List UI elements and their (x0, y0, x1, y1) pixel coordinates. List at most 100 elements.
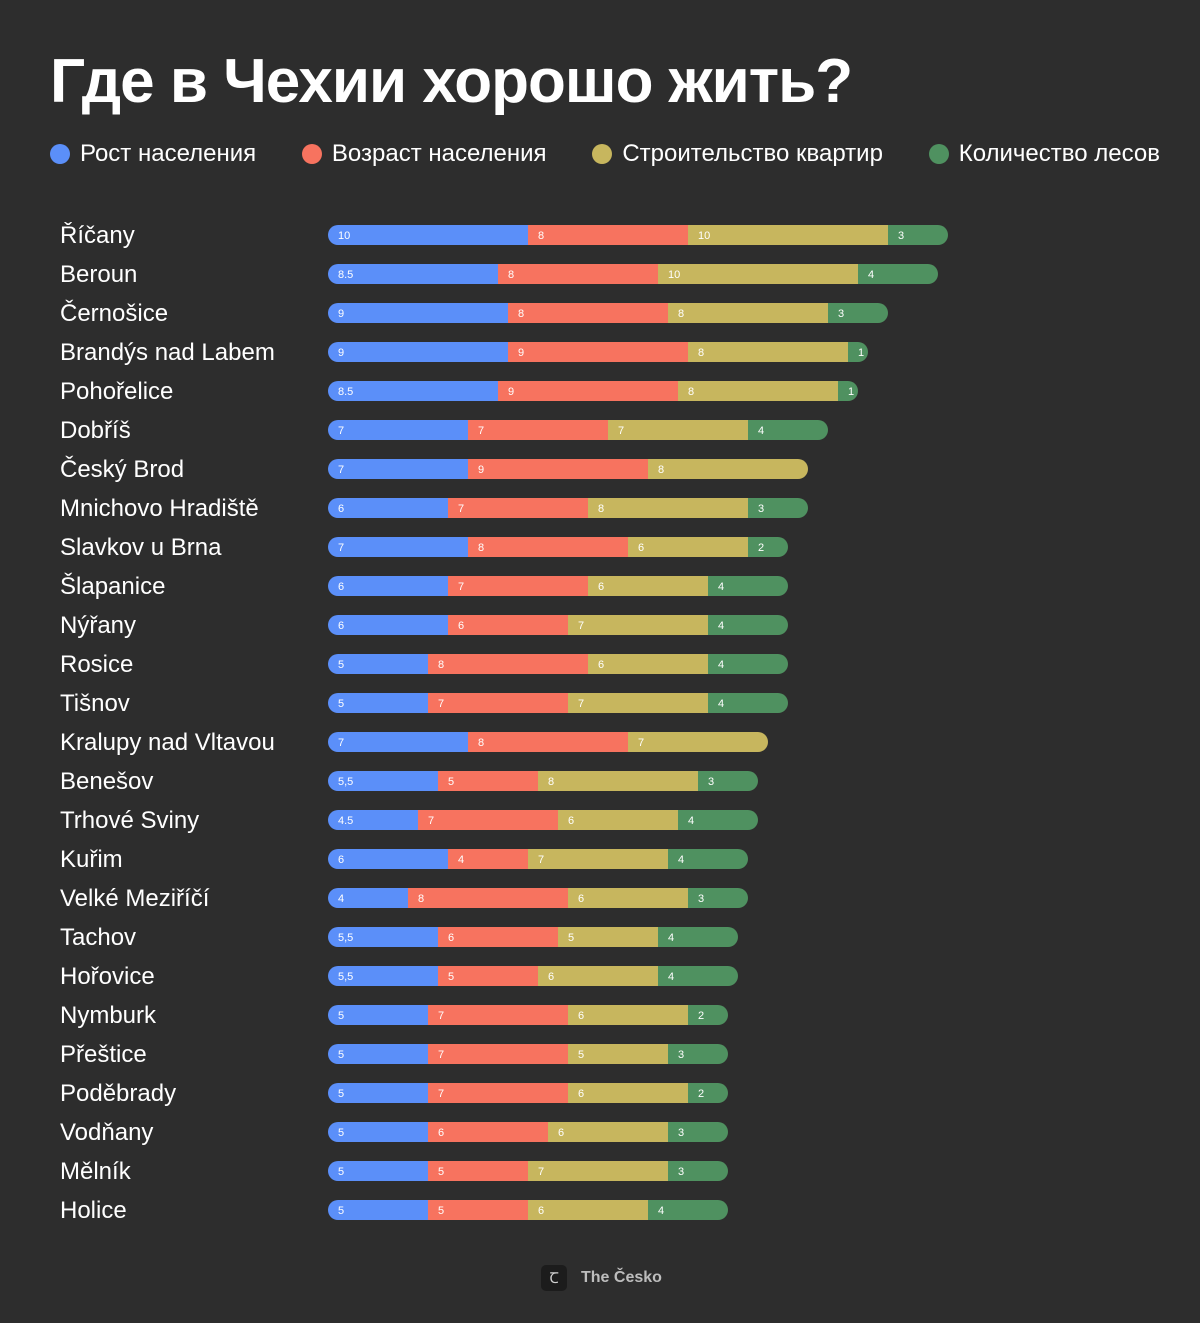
legend-label: Количество лесов (958, 140, 1160, 167)
bar-row: Nýřany 6 6 7 4 (60, 612, 788, 639)
bar-segment (328, 966, 438, 986)
bar-segment (328, 1005, 428, 1025)
category-label: Mělník (60, 1158, 132, 1185)
data-label: 7 (458, 503, 464, 515)
bar-segment (528, 1200, 648, 1220)
bar-segment (468, 537, 628, 557)
data-label: 6 (338, 854, 344, 866)
category-label: Trhové Sviny (60, 807, 199, 834)
data-label: 9 (508, 386, 514, 398)
data-label: 8 (598, 503, 604, 515)
bar-row: Trhové Sviny 4.5 7 6 4 (60, 807, 758, 834)
bar-segment (468, 420, 608, 440)
bar-segment (678, 810, 758, 830)
data-label: 5,5 (338, 971, 353, 983)
bar-segment (498, 264, 658, 284)
data-label: 8 (678, 308, 684, 320)
data-label: 6 (338, 581, 344, 593)
category-label: Dobříš (60, 417, 131, 444)
bar-segment (658, 966, 738, 986)
data-label: 10 (668, 269, 680, 281)
legend-label: Рост населения (80, 140, 257, 167)
bar-segment (328, 225, 528, 245)
page-title: Где в Чехии хорошо жить? (50, 47, 853, 116)
category-label: Brandýs nad Labem (60, 339, 275, 366)
bar-segment (628, 732, 768, 752)
data-label: 6 (438, 1127, 444, 1139)
category-label: Říčany (60, 222, 135, 249)
bar-segment (328, 771, 438, 791)
data-label: 5 (438, 1166, 444, 1178)
bar-segment (328, 849, 448, 869)
data-label: 8 (688, 386, 694, 398)
bar-row: Beroun 8.5 8 10 4 (60, 261, 938, 288)
data-label: 8 (548, 776, 554, 788)
bar-segment (888, 225, 948, 245)
bar-segment (688, 888, 748, 908)
bar-segment (708, 654, 788, 674)
bar-segment (558, 810, 678, 830)
data-label: 5 (568, 932, 574, 944)
data-label: 7 (338, 464, 344, 476)
bar-row: Šlapanice 6 7 6 4 (60, 572, 788, 600)
data-label: 4.5 (338, 815, 353, 827)
bar-row: Kuřim 6 4 7 4 (60, 846, 748, 873)
bar-segment (328, 459, 468, 479)
bar-segment (448, 849, 528, 869)
data-label: 7 (618, 425, 624, 437)
data-label: 5 (338, 1088, 344, 1100)
data-label: 6 (338, 620, 344, 632)
bar-segment (748, 420, 828, 440)
bar-row: Hořovice 5,5 5 6 4 (60, 963, 738, 990)
bar-segment (568, 1083, 688, 1103)
legend-dot-icon (50, 144, 70, 164)
bar-row: Slavkov u Brna 7 8 6 2 (60, 534, 788, 561)
bar-segment (418, 810, 558, 830)
bar-segment (428, 1161, 528, 1181)
data-label: 6 (558, 1127, 564, 1139)
bar-segment (568, 1044, 668, 1064)
bar-segment (558, 927, 658, 947)
data-label: 6 (568, 815, 574, 827)
bar-segment (858, 264, 938, 284)
data-label: 4 (458, 854, 464, 866)
bar-segment (588, 654, 708, 674)
bar-row: Nymburk 5 7 6 2 (60, 1002, 728, 1029)
legend-label: Строительство квартир (622, 140, 883, 167)
bar-segment (498, 381, 678, 401)
data-label: 6 (578, 1088, 584, 1100)
bar-segment (328, 303, 508, 323)
bar-segment (588, 498, 748, 518)
data-label: 6 (638, 542, 644, 554)
bar-segment (508, 303, 668, 323)
data-label: 9 (338, 308, 344, 320)
bar-segment (328, 888, 408, 908)
data-label: 1 (858, 347, 864, 359)
bar-segment (748, 498, 808, 518)
bar-segment (688, 1083, 728, 1103)
bar-segment (538, 771, 698, 791)
legend-item-housing-construction: Строительство квартир (592, 140, 883, 168)
data-label: 4 (668, 932, 674, 944)
data-label: 8 (438, 659, 444, 671)
category-label: Poděbrady (60, 1080, 176, 1107)
data-label: 4 (718, 659, 724, 671)
bar-segment (668, 849, 748, 869)
bar-segment (678, 381, 838, 401)
data-label: 8.5 (338, 269, 353, 281)
bar-row: Černošice 9 8 8 3 (60, 299, 888, 327)
bar-segment (688, 225, 888, 245)
data-label: 8 (518, 308, 524, 320)
data-label: 2 (758, 542, 764, 554)
bar-segment (568, 1005, 688, 1025)
category-label: Kralupy nad Vltavou (60, 729, 275, 756)
data-label: 3 (678, 1127, 684, 1139)
data-label: 7 (438, 1049, 444, 1061)
data-label: 3 (758, 503, 764, 515)
legend-item-population-growth: Рост населения (50, 140, 256, 168)
bar-segment (688, 342, 848, 362)
bar-segment (698, 771, 758, 791)
data-label: 2 (698, 1088, 704, 1100)
data-label: 4 (868, 269, 874, 281)
legend-item-forests: Количество лесов (928, 140, 1160, 168)
